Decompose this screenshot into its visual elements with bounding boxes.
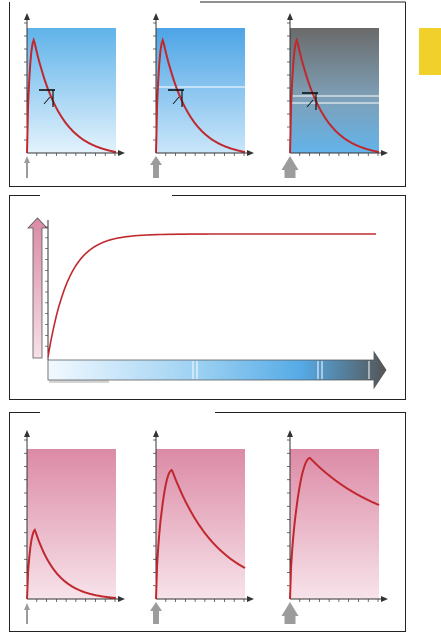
input-arrow-icon-5 (150, 602, 162, 624)
bottom-row (27, 449, 379, 599)
top-curve-3 (289, 37, 380, 154)
input-arrow-icon-6 (281, 602, 299, 624)
top-row (27, 28, 379, 153)
y-axis-arrowhead-top-1 (24, 13, 30, 20)
input-arrow-icon-2 (150, 156, 162, 178)
top-curve-2 (155, 37, 246, 154)
x-axis-arrowhead-top-3 (381, 150, 388, 156)
markers-layer (24, 89, 318, 624)
bottom-curve-2 (155, 468, 246, 600)
saturation-curve (47, 233, 376, 358)
y-axis-arrowhead-bottom-3 (287, 430, 293, 437)
middle-panel (27, 217, 387, 390)
y-axis-arrowhead-top-2 (153, 13, 159, 20)
panel-frames (9, 1, 406, 632)
pink-panel-3 (290, 449, 379, 599)
up-arrow-icon (27, 217, 48, 359)
y-axis-arrowhead-bottom-1 (24, 430, 30, 437)
top-curve-1 (26, 37, 117, 154)
bottom-curve-3 (289, 456, 380, 600)
curves-layer (26, 37, 380, 600)
input-arrow-icon-1 (24, 156, 30, 178)
axes-layer (24, 13, 388, 602)
right-arrow-icon (47, 350, 387, 390)
x-axis-arrowhead-bottom-3 (381, 596, 388, 602)
x-axis-arrowhead-top-1 (118, 150, 125, 156)
y-axis-arrowhead-bottom-2 (153, 430, 159, 437)
bottom-curve-1 (26, 528, 117, 600)
input-arrow-icon-4 (24, 603, 30, 624)
x-axis-arrowhead-top-2 (247, 150, 254, 156)
x-axis-arrowhead-bottom-1 (118, 596, 125, 602)
pink-panel-1 (27, 449, 116, 599)
pink-panel-2 (156, 449, 245, 599)
y-axis-arrowhead-top-3 (287, 13, 293, 20)
blue-panel-3 (290, 28, 379, 153)
input-arrow-icon-3 (281, 156, 299, 178)
side-tab (419, 28, 441, 75)
x-axis-arrowhead-bottom-2 (247, 596, 254, 602)
